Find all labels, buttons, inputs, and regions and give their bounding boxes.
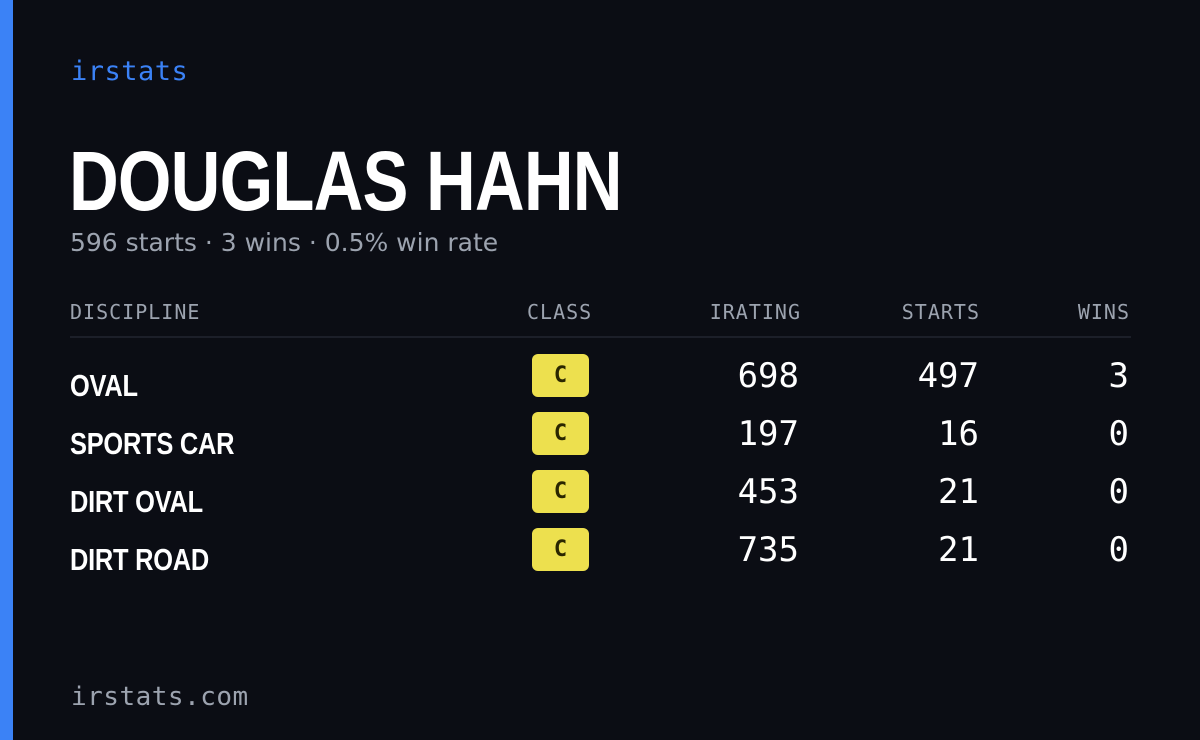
table-header: DISCIPLINE CLASS IRATING STARTS WINS	[70, 296, 1131, 338]
row-wins: 0	[1108, 530, 1129, 570]
driver-name: DOUGLAS HAHN	[69, 134, 622, 228]
row-discipline: SPORTS CAR	[70, 426, 235, 461]
header-irating: IRATING	[709, 300, 801, 324]
footer-domain: irstats.com	[71, 682, 249, 712]
row-wins: 3	[1108, 356, 1129, 396]
class-badge: C	[532, 412, 589, 455]
row-irating: 197	[737, 414, 799, 454]
table-row: SPORTS CAR C 197 16 0	[70, 412, 1131, 470]
brand-logo-text: irstats	[71, 56, 189, 87]
table-row: DIRT OVAL C 453 21 0	[70, 470, 1131, 528]
row-discipline: OVAL	[70, 368, 138, 403]
table-row: OVAL C 698 497 3	[70, 354, 1131, 412]
row-starts: 497	[917, 356, 979, 396]
class-badge: C	[532, 354, 589, 397]
row-irating: 698	[737, 356, 799, 396]
table-row: DIRT ROAD C 735 21 0	[70, 528, 1131, 586]
class-badge: C	[532, 470, 589, 513]
class-badge: C	[532, 528, 589, 571]
accent-bar	[0, 0, 13, 740]
header-starts: STARTS	[901, 300, 980, 324]
row-irating: 453	[737, 472, 799, 512]
row-irating: 735	[737, 530, 799, 570]
table-body: OVAL C 698 497 3 SPORTS CAR C 197 16 0 D…	[70, 354, 1131, 586]
row-wins: 0	[1108, 472, 1129, 512]
driver-summary: 596 starts · 3 wins · 0.5% win rate	[70, 228, 499, 257]
row-wins: 0	[1108, 414, 1129, 454]
row-starts: 21	[938, 530, 979, 570]
row-starts: 21	[938, 472, 979, 512]
stats-table: DISCIPLINE CLASS IRATING STARTS WINS OVA…	[70, 296, 1131, 586]
header-discipline: DISCIPLINE	[70, 300, 201, 324]
row-discipline: DIRT OVAL	[70, 484, 203, 519]
row-starts: 16	[938, 414, 979, 454]
header-wins: WINS	[1077, 300, 1130, 324]
header-class: CLASS	[527, 300, 593, 324]
row-discipline: DIRT ROAD	[70, 542, 210, 577]
